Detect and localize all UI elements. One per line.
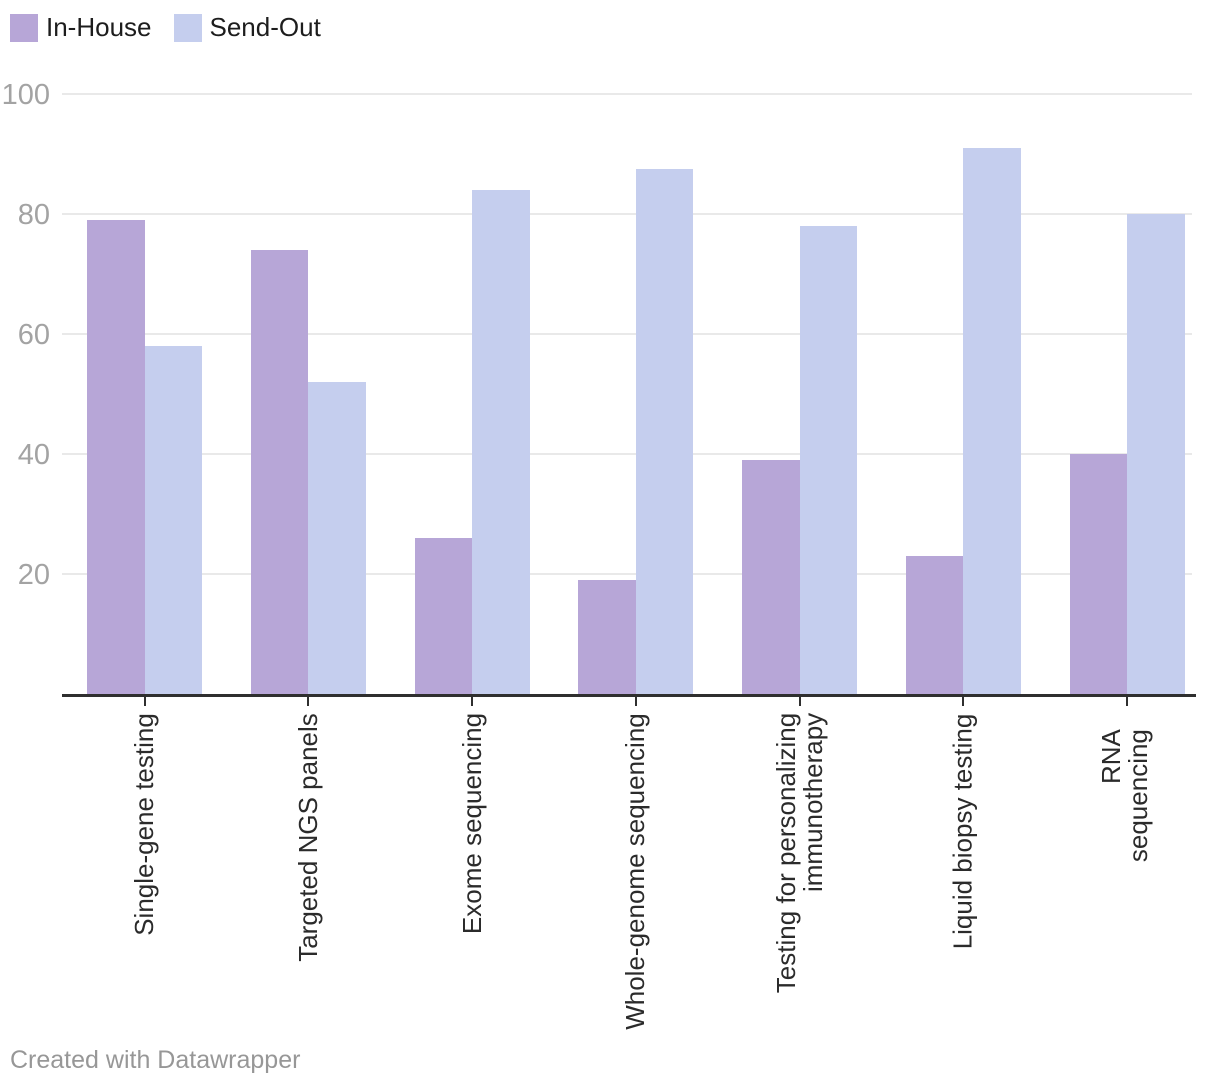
legend-item: Send-Out [173, 12, 321, 43]
x-axis-label: Single-gene testing [128, 713, 159, 936]
x-axis-label: Exome sequencing [456, 712, 487, 935]
bar[interactable] [414, 538, 473, 694]
x-axis-label: Testing for personalizing immunotherapy [770, 712, 828, 994]
gridline [62, 453, 1192, 455]
datawrapper-attribution-link[interactable]: Created with Datawrapper [10, 1046, 301, 1074]
gridline [62, 93, 1192, 95]
bar[interactable] [799, 226, 858, 694]
x-axis-tick [962, 697, 965, 706]
bar[interactable] [635, 169, 694, 694]
gridline [62, 573, 1192, 575]
gridline [62, 333, 1192, 335]
bar[interactable] [578, 580, 636, 694]
chart-legend: In-House Send-Out [10, 12, 321, 43]
legend-item-label: Send-Out [209, 12, 321, 42]
y-axis-tick-label: 100 [1, 79, 50, 111]
y-axis-tick-label: 60 [17, 319, 50, 351]
bar[interactable] [1127, 214, 1185, 694]
x-axis-tick [307, 697, 310, 706]
legend-item-label: In-House [46, 12, 152, 42]
bar[interactable] [742, 460, 800, 694]
y-axis-tick-label: 80 [17, 199, 50, 231]
legend-item: In-House [10, 12, 152, 43]
x-axis-label: Whole-genome sequencing [620, 713, 651, 1030]
x-axis-tick [634, 697, 637, 706]
y-axis-tick-label: 20 [17, 559, 50, 591]
x-axis-tick [143, 697, 146, 706]
bar[interactable] [472, 190, 530, 694]
bar[interactable] [308, 382, 366, 694]
bar[interactable] [87, 220, 145, 694]
bar[interactable] [144, 346, 203, 694]
legend-swatch-icon [10, 13, 38, 42]
x-axis-label: RNA sequencing [1096, 728, 1154, 862]
x-axis-tick [798, 697, 801, 706]
x-axis-label: Liquid biopsy testing [947, 713, 978, 949]
bar[interactable] [1069, 454, 1128, 694]
x-axis-tick [1126, 697, 1129, 706]
x-axis-tick [471, 697, 474, 706]
x-axis-line [62, 694, 1196, 697]
bar[interactable] [905, 556, 964, 694]
bar[interactable] [250, 250, 309, 694]
x-axis-label: Targeted NGS panels [292, 713, 323, 962]
bar[interactable] [963, 148, 1021, 694]
y-axis-tick-label: 40 [17, 439, 50, 471]
legend-swatch-icon [173, 13, 202, 42]
gridline [62, 213, 1192, 215]
